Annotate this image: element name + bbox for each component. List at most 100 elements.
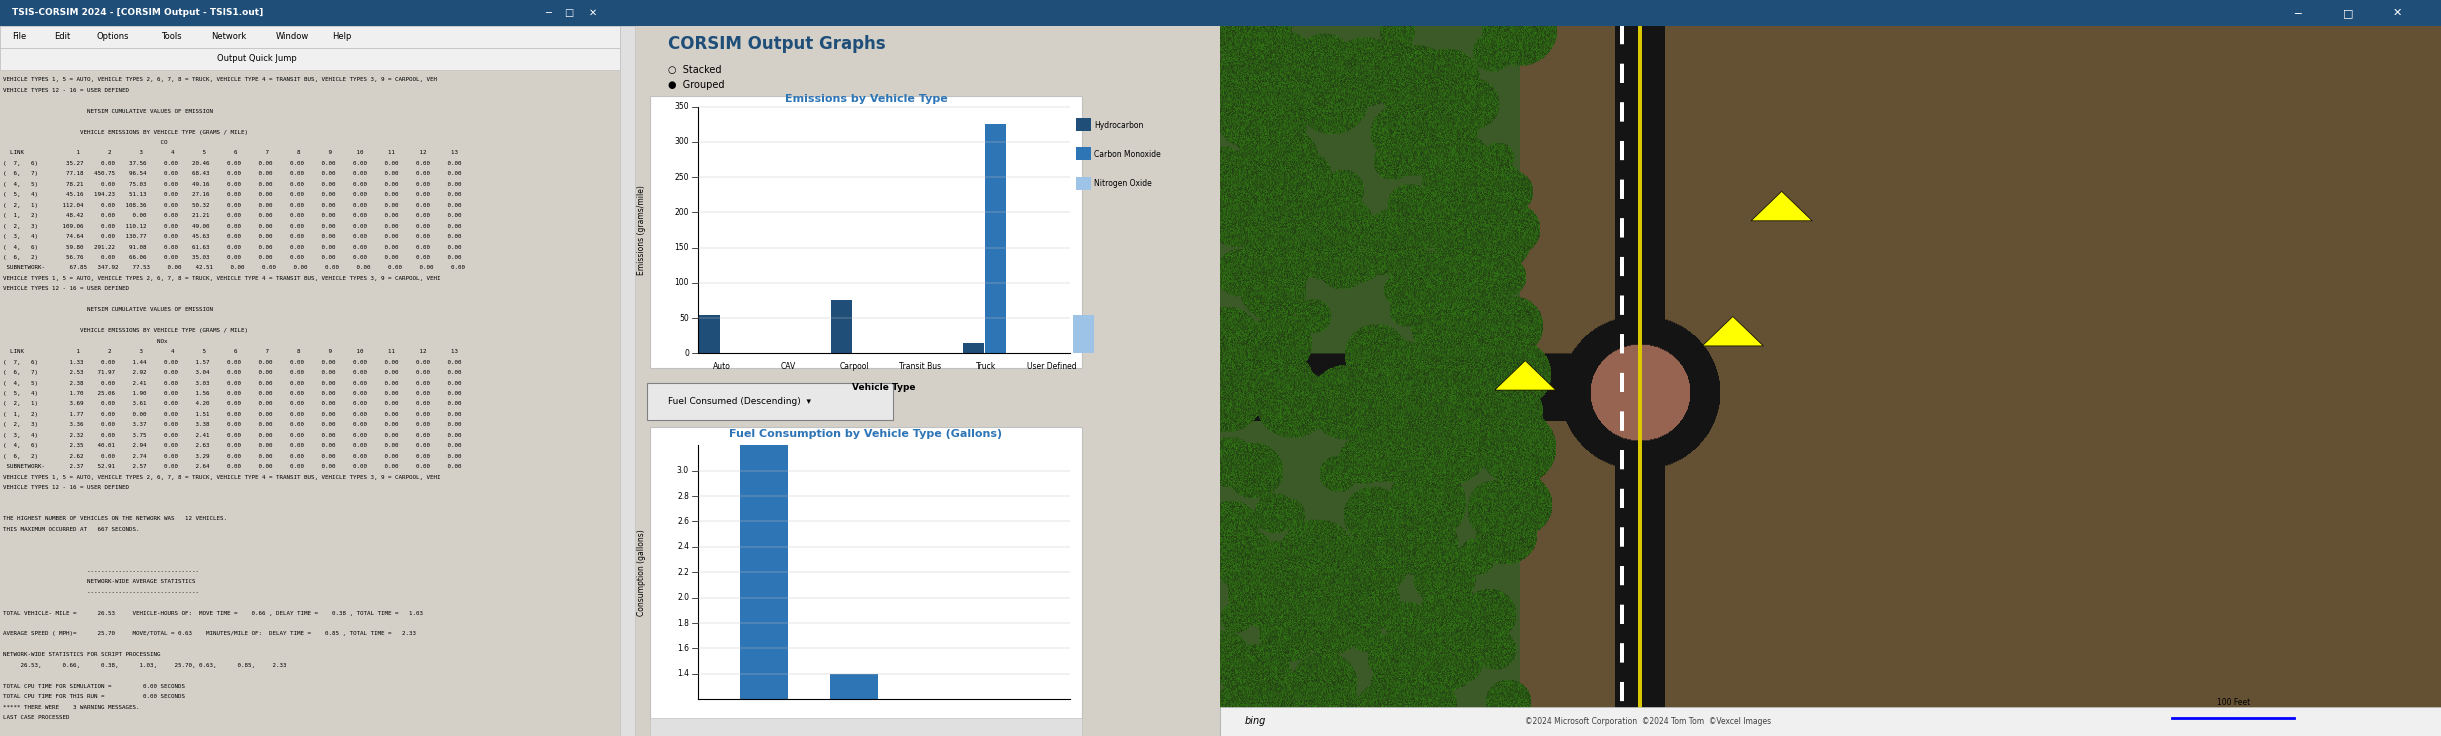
Text: NETSIM CUMULATIVE VALUES OF EMISSION: NETSIM CUMULATIVE VALUES OF EMISSION <box>2 109 212 113</box>
Bar <box>986 124 1006 353</box>
Text: TOTAL CPU TIME FOR SIMULATION =         0.00 SECONDS: TOTAL CPU TIME FOR SIMULATION = 0.00 SEC… <box>2 684 186 689</box>
Text: Network: Network <box>210 32 247 40</box>
Text: (  4,   6)        59.80   291.22    91.08     0.00    61.63     0.00     0.00   : ( 4, 6) 59.80 291.22 91.08 0.00 61.63 0.… <box>2 244 461 250</box>
Text: --------------------------------: -------------------------------- <box>2 590 200 595</box>
Text: Output Quick Jump: Output Quick Jump <box>217 54 298 63</box>
FancyBboxPatch shape <box>649 96 1081 368</box>
Text: (  1,   2)        48.42     0.00     0.00     0.00    21.21     0.00     0.00   : ( 1, 2) 48.42 0.00 0.00 0.00 21.21 0.00 … <box>2 213 461 218</box>
Text: SUBNETWORK-       2.37    52.91     2.57     0.00     2.64     0.00     0.00    : SUBNETWORK- 2.37 52.91 2.57 0.00 2.64 0.… <box>2 464 461 469</box>
Text: TSIS-CORSIM 2024 - [CORSIM Output - TSIS1.out]: TSIS-CORSIM 2024 - [CORSIM Output - TSIS… <box>12 8 264 18</box>
Text: bing: bing <box>1245 716 1267 726</box>
Polygon shape <box>1750 191 1811 221</box>
Text: Auto: Auto <box>713 362 730 371</box>
Text: VEHICLE TYPES 12 - 16 = USER DEFINED: VEHICLE TYPES 12 - 16 = USER DEFINED <box>2 88 129 93</box>
Text: VEHICLE TYPES 1, 5 = AUTO, VEHICLE TYPES 2, 6, 7, 8 = TRUCK, VEHICLE TYPE 4 = TR: VEHICLE TYPES 1, 5 = AUTO, VEHICLE TYPES… <box>2 276 439 281</box>
Text: 2.4: 2.4 <box>676 542 688 551</box>
Text: Edit: Edit <box>54 32 71 40</box>
Text: VEHICLE EMISSIONS BY VEHICLE TYPE (GRAMS / MILE): VEHICLE EMISSIONS BY VEHICLE TYPE (GRAMS… <box>2 328 249 333</box>
Text: 300: 300 <box>674 138 688 146</box>
Text: 1.8: 1.8 <box>676 618 688 628</box>
Text: Nitrogen Oxide: Nitrogen Oxide <box>1094 180 1152 188</box>
Text: Fuel Consumption by Vehicle Type (Gallons): Fuel Consumption by Vehicle Type (Gallon… <box>730 429 1003 439</box>
Text: (  7,   6)        35.27     0.00    37.56     0.00    20.46     0.00     0.00   : ( 7, 6) 35.27 0.00 37.56 0.00 20.46 0.00… <box>2 161 461 166</box>
FancyBboxPatch shape <box>0 26 620 48</box>
Text: ─: ─ <box>2295 8 2302 18</box>
Text: (  2,   3)       109.06     0.00   110.12     0.00    49.00     0.00     0.00   : ( 2, 3) 109.06 0.00 110.12 0.00 49.00 0.… <box>2 224 461 229</box>
Text: Vehicle Type: Vehicle Type <box>852 383 915 392</box>
FancyBboxPatch shape <box>649 718 1081 736</box>
Text: ○  Stacked: ○ Stacked <box>669 65 723 75</box>
Text: User Defined: User Defined <box>1028 362 1076 371</box>
Text: 2.6: 2.6 <box>676 517 688 526</box>
Text: Carbon Monoxide: Carbon Monoxide <box>1094 150 1162 159</box>
Polygon shape <box>1701 316 1762 346</box>
Text: SUBNETWORK-       67.85   347.92    77.53     0.00    42.51     0.00     0.00   : SUBNETWORK- 67.85 347.92 77.53 0.00 42.5… <box>2 266 466 271</box>
Text: 100 Feet: 100 Feet <box>2216 698 2251 707</box>
Text: VEHICLE TYPES 1, 5 = AUTO, VEHICLE TYPES 2, 6, 7, 8 = TRUCK, VEHICLE TYPE 4 = TR: VEHICLE TYPES 1, 5 = AUTO, VEHICLE TYPES… <box>2 475 439 480</box>
Text: ─: ─ <box>547 8 552 18</box>
Text: (  6,   7)         2.53    71.97     2.92     0.00     3.04     0.00     0.00   : ( 6, 7) 2.53 71.97 2.92 0.00 3.04 0.00 0… <box>2 370 461 375</box>
Text: Emissions by Vehicle Type: Emissions by Vehicle Type <box>784 94 947 105</box>
FancyBboxPatch shape <box>620 26 635 736</box>
Text: LINK               1        2        3        4        5        6        7      : LINK 1 2 3 4 5 6 7 <box>2 150 459 155</box>
Bar <box>1076 177 1091 190</box>
Text: (  6,   7)        77.18   450.75    96.54     0.00    68.43     0.00     0.00   : ( 6, 7) 77.18 450.75 96.54 0.00 68.43 0.… <box>2 171 461 177</box>
Text: (  4,   6)         2.35    40.01     2.94     0.00     2.63     0.00     0.00   : ( 4, 6) 2.35 40.01 2.94 0.00 2.63 0.00 0… <box>2 443 461 448</box>
FancyBboxPatch shape <box>1220 0 2441 26</box>
Text: (  6,   2)         2.62     0.00     2.74     0.00     3.29     0.00     0.00   : ( 6, 2) 2.62 0.00 2.74 0.00 3.29 0.00 0.… <box>2 453 461 459</box>
Text: TOTAL CPU TIME FOR THIS RUN =           0.00 SECONDS: TOTAL CPU TIME FOR THIS RUN = 0.00 SECON… <box>2 694 186 699</box>
Bar <box>698 314 720 353</box>
Text: 2.8: 2.8 <box>676 492 688 500</box>
Text: 1.4: 1.4 <box>676 669 688 679</box>
Text: Carpool: Carpool <box>840 362 869 371</box>
Text: (  2,   1)         3.69     0.00     3.61     0.00     4.20     0.00     0.00   : ( 2, 1) 3.69 0.00 3.61 0.00 4.20 0.00 0.… <box>2 401 461 406</box>
Bar <box>1076 118 1091 131</box>
Bar <box>962 343 984 353</box>
Text: ●  Grouped: ● Grouped <box>669 79 725 90</box>
Text: ✕: ✕ <box>588 8 598 18</box>
Text: Fuel Consumed (Descending)  ▾: Fuel Consumed (Descending) ▾ <box>669 397 810 406</box>
Polygon shape <box>1494 361 1555 390</box>
Text: (  5,   4)        45.16   194.23    51.13     0.00    27.16     0.00     0.00   : ( 5, 4) 45.16 194.23 51.13 0.00 27.16 0.… <box>2 192 461 197</box>
Text: Tools: Tools <box>161 32 181 40</box>
Text: Hydrocarbon: Hydrocarbon <box>1094 121 1142 130</box>
Text: 2.2: 2.2 <box>676 567 688 577</box>
Text: NETSIM CUMULATIVE VALUES OF EMISSION: NETSIM CUMULATIVE VALUES OF EMISSION <box>2 308 212 312</box>
Text: Truck: Truck <box>976 362 996 371</box>
Bar <box>830 300 852 353</box>
Text: Transit Bus: Transit Bus <box>898 362 942 371</box>
Text: ©2024 Microsoft Corporation  ©2024 Tom Tom  ©Vexcel Images: ©2024 Microsoft Corporation ©2024 Tom To… <box>1526 717 1772 726</box>
Text: (  1,   2)         1.77     0.00     0.00     0.00     1.51     0.00     0.00   : ( 1, 2) 1.77 0.00 0.00 0.00 1.51 0.00 0.… <box>2 412 461 417</box>
Text: 350: 350 <box>674 102 688 111</box>
FancyBboxPatch shape <box>0 48 620 70</box>
Text: 2.0: 2.0 <box>676 593 688 602</box>
Text: (  4,   5)        78.21     0.00    75.03     0.00    49.16     0.00     0.00   : ( 4, 5) 78.21 0.00 75.03 0.00 49.16 0.00… <box>2 182 461 187</box>
Text: AVERAGE SPEED ( MPH)=      25.70     MOVE/TOTAL = 0.63    MINUTES/MILE OF:  DELA: AVERAGE SPEED ( MPH)= 25.70 MOVE/TOTAL =… <box>2 631 415 637</box>
Text: 200: 200 <box>674 208 688 217</box>
Text: File: File <box>12 32 27 40</box>
Bar <box>1076 147 1091 160</box>
FancyBboxPatch shape <box>649 427 1081 721</box>
Text: (  2,   3)         3.36     0.00     3.37     0.00     3.38     0.00     0.00   : ( 2, 3) 3.36 0.00 3.37 0.00 3.38 0.00 0.… <box>2 422 461 428</box>
Text: 50: 50 <box>679 314 688 322</box>
Bar <box>740 445 788 699</box>
Text: VEHICLE TYPES 12 - 16 = USER DEFINED: VEHICLE TYPES 12 - 16 = USER DEFINED <box>2 286 129 291</box>
Text: ✕: ✕ <box>2392 8 2402 18</box>
Text: VEHICLE TYPES 1, 5 = AUTO, VEHICLE TYPES 2, 6, 7, 8 = TRUCK, VEHICLE TYPE 4 = TR: VEHICLE TYPES 1, 5 = AUTO, VEHICLE TYPES… <box>2 77 437 82</box>
Text: ***** THERE WERE    3 WARNING MESSAGES.: ***** THERE WERE 3 WARNING MESSAGES. <box>2 704 139 710</box>
Text: THE HIGHEST NUMBER OF VEHICLES ON THE NETWORK WAS   12 VEHICLES.: THE HIGHEST NUMBER OF VEHICLES ON THE NE… <box>2 517 227 521</box>
Bar <box>830 674 879 699</box>
Text: CO: CO <box>2 140 168 145</box>
Text: VEHICLE EMISSIONS BY VEHICLE TYPE (GRAMS / MILE): VEHICLE EMISSIONS BY VEHICLE TYPE (GRAMS… <box>2 130 249 135</box>
Text: Consumption (gallons): Consumption (gallons) <box>637 529 644 615</box>
FancyBboxPatch shape <box>620 0 1220 26</box>
Text: (  4,   5)         2.38     0.00     2.41     0.00     3.03     0.00     0.00   : ( 4, 5) 2.38 0.00 2.41 0.00 3.03 0.00 0.… <box>2 381 461 386</box>
Text: 1.6: 1.6 <box>676 644 688 653</box>
Text: Window: Window <box>276 32 308 40</box>
Text: 3.0: 3.0 <box>676 466 688 475</box>
Text: 250: 250 <box>674 173 688 182</box>
Text: NOx: NOx <box>2 339 168 344</box>
Text: □: □ <box>564 8 574 18</box>
Text: Options: Options <box>98 32 129 40</box>
Text: 150: 150 <box>674 243 688 252</box>
